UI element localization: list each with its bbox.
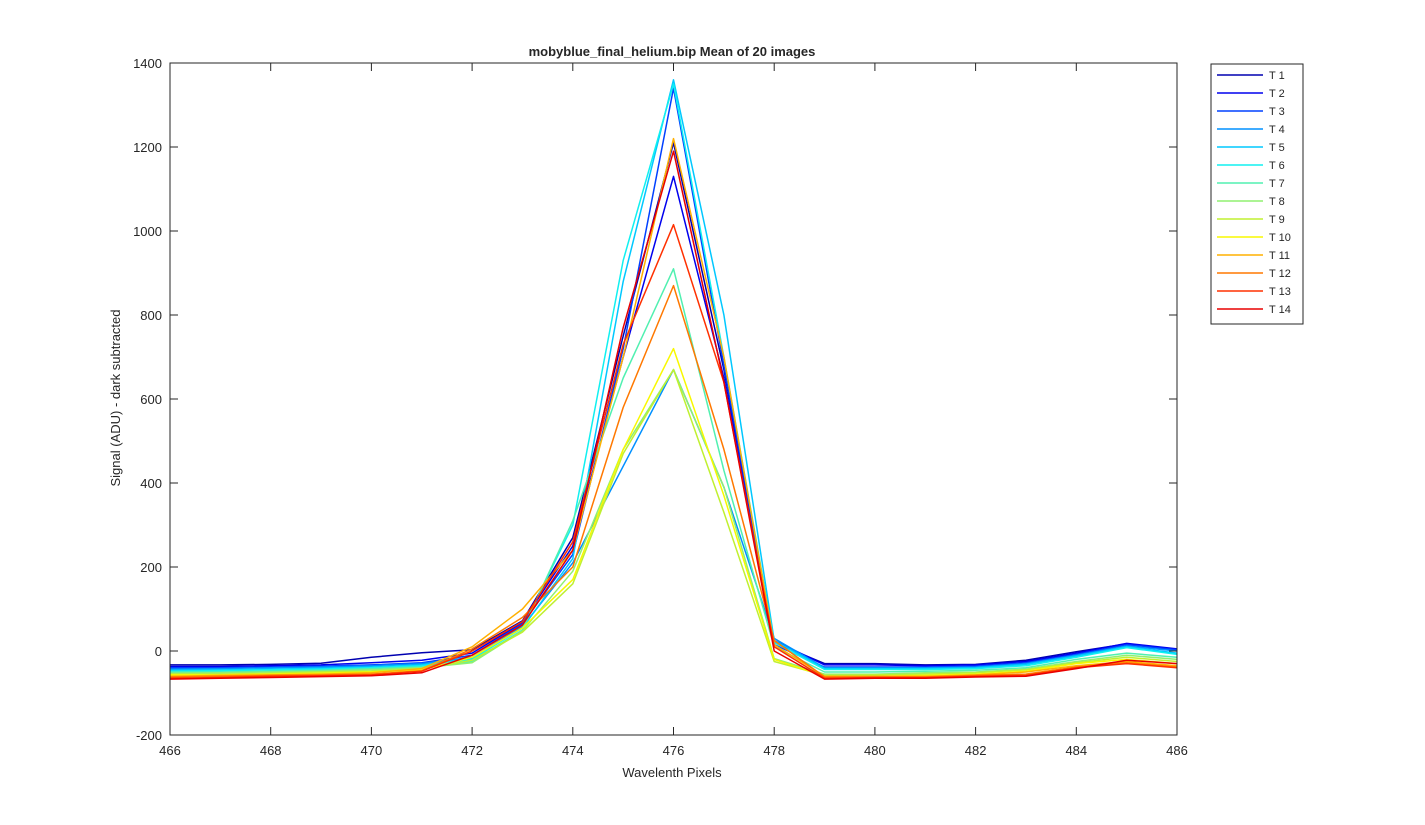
legend-entry: T 2 xyxy=(1217,88,1285,100)
series-line-t11 xyxy=(169,137,1178,677)
series-line-t6 xyxy=(169,83,1178,672)
chart-title: mobyblue_final_helium.bip Mean of 20 ima… xyxy=(529,44,816,59)
x-tick-label: 484 xyxy=(1065,743,1087,758)
legend-entry: T 3 xyxy=(1217,106,1285,118)
legend-label: T 13 xyxy=(1269,286,1291,298)
legend-label: T 6 xyxy=(1269,160,1285,172)
legend-entry: T 4 xyxy=(1217,124,1285,136)
legend-label: T 12 xyxy=(1269,268,1291,280)
y-tick-label: 200 xyxy=(140,560,162,575)
legend-label: T 7 xyxy=(1269,178,1285,190)
y-tick-label: 1000 xyxy=(133,224,162,239)
x-tick-label: 474 xyxy=(562,743,584,758)
series-line-t5 xyxy=(169,79,1178,672)
series-line-t13 xyxy=(169,223,1178,680)
x-tick-label: 486 xyxy=(1166,743,1188,758)
series-line-t3 xyxy=(170,87,1178,669)
plot-area xyxy=(170,63,1177,735)
legend-label: T 5 xyxy=(1269,142,1285,154)
x-axis-title: Wavelenth Pixels xyxy=(622,765,722,780)
x-tick-label: 468 xyxy=(260,743,282,758)
legend-label: T 11 xyxy=(1269,250,1290,262)
x-tick-label: 470 xyxy=(361,743,383,758)
legend-label: T 4 xyxy=(1269,124,1285,136)
y-tick-label: 600 xyxy=(140,392,162,407)
legend-entry: T 10 xyxy=(1217,232,1291,244)
y-axis-title: Signal (ADU) - dark subtracted xyxy=(108,309,123,486)
series-line-t2 xyxy=(170,175,1178,668)
x-tick-label: 482 xyxy=(965,743,987,758)
x-tick-label: 472 xyxy=(461,743,483,758)
legend-label: T 3 xyxy=(1269,106,1285,118)
legend-label: T 14 xyxy=(1269,304,1291,316)
legend: T 1 T 2 T 3 T 4 T 5 T 6 T 7 T 8 T 9 T 10 T 11 T 12 T… xyxy=(1210,63,1304,325)
series-line-t7 xyxy=(170,268,1178,673)
y-tick-label: 1400 xyxy=(133,56,162,71)
x-tick-label: 466 xyxy=(159,743,181,758)
legend-label: T 8 xyxy=(1269,196,1285,208)
legend-label: T 10 xyxy=(1269,232,1291,244)
y-tick-label: 800 xyxy=(140,308,162,323)
legend-entry: T 6 xyxy=(1217,160,1285,172)
y-tick-label: 1200 xyxy=(133,140,162,155)
x-tick-label: 476 xyxy=(663,743,685,758)
legend-entry: T 1 xyxy=(1217,70,1285,82)
x-tick-label: 480 xyxy=(864,743,886,758)
y-tick-label: -200 xyxy=(136,728,162,743)
series-line-t12 xyxy=(169,284,1178,678)
axes-layer: 466 468 470 472 474 476 478 480 482 484 486 -200 0 20… xyxy=(133,56,1188,758)
legend-label: T 2 xyxy=(1269,88,1285,100)
x-tick-label: 478 xyxy=(763,743,785,758)
legend-entry: T 13 xyxy=(1217,286,1291,298)
series-line-t9 xyxy=(170,368,1178,677)
legend-label: T 9 xyxy=(1269,214,1285,226)
series-line-t14 xyxy=(169,150,1178,680)
series-line-t1 xyxy=(170,142,1178,666)
plot-background xyxy=(170,63,1177,735)
legend-entry: T 11 xyxy=(1217,250,1290,262)
legend-entry: T 9 xyxy=(1217,214,1285,226)
legend-entry: T 7 xyxy=(1217,178,1285,190)
series-line-t10 xyxy=(170,347,1178,677)
legend-entry: T 5 xyxy=(1217,142,1285,154)
legend-entry: T 8 xyxy=(1217,196,1285,208)
legend-box xyxy=(1210,63,1304,325)
legend-entry: T 12 xyxy=(1217,268,1291,280)
y-tick-label: 0 xyxy=(155,644,162,659)
series-layer xyxy=(169,79,1178,680)
y-tick-label: 400 xyxy=(140,476,162,491)
legend-label: T 1 xyxy=(1269,70,1285,82)
legend-entry: T 14 xyxy=(1217,304,1291,316)
